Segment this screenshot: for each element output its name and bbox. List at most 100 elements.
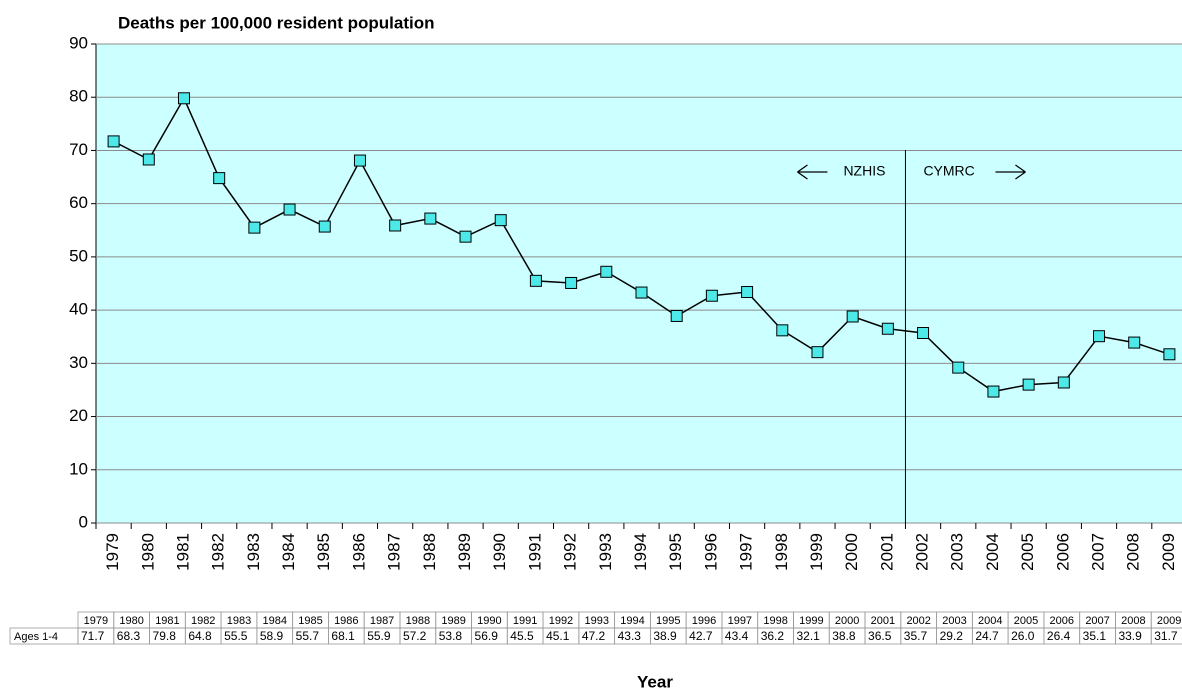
data-label: 56.9 xyxy=(475,629,499,643)
data-label: 58.9 xyxy=(260,629,284,643)
x-tick-label: 1991 xyxy=(525,533,544,571)
table-header: 1986 xyxy=(334,615,358,627)
y-tick-label: 40 xyxy=(69,300,88,319)
arrow xyxy=(995,164,1026,180)
x-tick-label: 1988 xyxy=(420,533,439,571)
table-header: 1982 xyxy=(191,615,215,627)
annotation: NZHIS xyxy=(843,163,885,179)
x-tick-label: 1983 xyxy=(244,533,263,571)
x-tick-label: 2003 xyxy=(948,533,967,571)
marker xyxy=(494,214,507,227)
y-tick-label: 10 xyxy=(69,459,88,478)
x-tick-label: 1980 xyxy=(138,533,157,571)
x-tick-label: 2005 xyxy=(1018,533,1037,571)
y-tick-label: 90 xyxy=(69,33,88,52)
table-header: 2000 xyxy=(835,615,859,627)
table-header: 1988 xyxy=(406,615,430,627)
x-tick-label: 2002 xyxy=(913,533,932,571)
x-tick-label: 1984 xyxy=(279,533,298,571)
x-tick-label: 2004 xyxy=(983,533,1002,571)
data-label: 31.7 xyxy=(1154,629,1178,643)
table-header: 1989 xyxy=(441,615,465,627)
marker xyxy=(741,286,754,299)
data-label: 29.2 xyxy=(940,629,964,643)
table-header: 1993 xyxy=(584,615,608,627)
data-label: 53.8 xyxy=(439,629,463,643)
marker xyxy=(881,322,894,335)
data-label: 26.0 xyxy=(1011,629,1035,643)
data-label: 24.7 xyxy=(975,629,999,643)
x-tick-label: 1996 xyxy=(701,533,720,571)
legend-label: Ages 1-4 xyxy=(14,631,58,643)
marker xyxy=(1128,336,1141,349)
marker xyxy=(459,230,472,243)
x-tick-label: 2001 xyxy=(877,533,896,571)
x-tick-label: 1982 xyxy=(209,533,228,571)
table-header: 2007 xyxy=(1085,615,1109,627)
marker xyxy=(1163,348,1176,361)
marker xyxy=(1057,376,1070,389)
marker xyxy=(529,274,542,287)
data-label: 55.7 xyxy=(296,629,320,643)
data-label: 32.1 xyxy=(796,629,820,643)
marker xyxy=(952,361,965,374)
data-label: 55.9 xyxy=(367,629,391,643)
table-header: 1983 xyxy=(227,615,251,627)
x-tick-label: 1999 xyxy=(807,533,826,571)
x-axis-title: Year xyxy=(637,672,673,690)
data-label: 71.7 xyxy=(81,629,105,643)
table-header: 2009 xyxy=(1157,615,1181,627)
chart-title: Deaths per 100,000 resident population xyxy=(118,13,434,32)
marker xyxy=(248,221,261,234)
table-header: 2002 xyxy=(906,615,930,627)
table-header: 1984 xyxy=(263,615,287,627)
data-label: 45.1 xyxy=(546,629,570,643)
y-tick-label: 30 xyxy=(69,353,88,372)
data-label: 68.1 xyxy=(331,629,355,643)
x-tick-label: 1997 xyxy=(737,533,756,571)
table-header: 1998 xyxy=(763,615,787,627)
marker xyxy=(635,286,648,299)
table-header: 1996 xyxy=(692,615,716,627)
table-header: 1995 xyxy=(656,615,680,627)
x-tick-label: 1994 xyxy=(631,533,650,571)
marker xyxy=(424,212,437,225)
x-tick-label: 1990 xyxy=(490,533,509,571)
data-label: 68.3 xyxy=(117,629,141,643)
y-tick-label: 80 xyxy=(69,87,88,106)
marker xyxy=(353,154,366,167)
marker xyxy=(107,135,120,148)
marker xyxy=(811,346,824,359)
table-header: 1981 xyxy=(155,615,179,627)
x-tick-label: 2007 xyxy=(1089,533,1108,571)
table-header: 1985 xyxy=(298,615,322,627)
y-tick-label: 70 xyxy=(69,140,88,159)
marker xyxy=(600,265,613,278)
data-label: 79.8 xyxy=(153,629,177,643)
x-tick-label: 2000 xyxy=(842,533,861,571)
data-label: 43.3 xyxy=(618,629,642,643)
x-tick-label: 2008 xyxy=(1124,533,1143,571)
marker xyxy=(565,276,578,289)
x-tick-label: 1992 xyxy=(561,533,580,571)
marker xyxy=(670,309,683,322)
x-tick-label: 1993 xyxy=(596,533,615,571)
marker xyxy=(705,289,718,302)
data-label: 36.5 xyxy=(868,629,892,643)
marker xyxy=(213,172,226,185)
x-tick-label: 1985 xyxy=(314,533,333,571)
x-tick-label: 1981 xyxy=(173,533,192,571)
table-header: 1980 xyxy=(119,615,143,627)
marker xyxy=(987,385,1000,398)
y-tick-label: 20 xyxy=(69,406,88,425)
marker xyxy=(776,324,789,337)
marker xyxy=(846,310,859,323)
table-header: 2005 xyxy=(1014,615,1038,627)
table-header: 1987 xyxy=(370,615,394,627)
table-header: 1990 xyxy=(477,615,501,627)
y-tick-label: 60 xyxy=(69,193,88,212)
data-label: 33.9 xyxy=(1118,629,1142,643)
x-tick-label: 2009 xyxy=(1159,533,1178,571)
data-label: 35.7 xyxy=(904,629,928,643)
